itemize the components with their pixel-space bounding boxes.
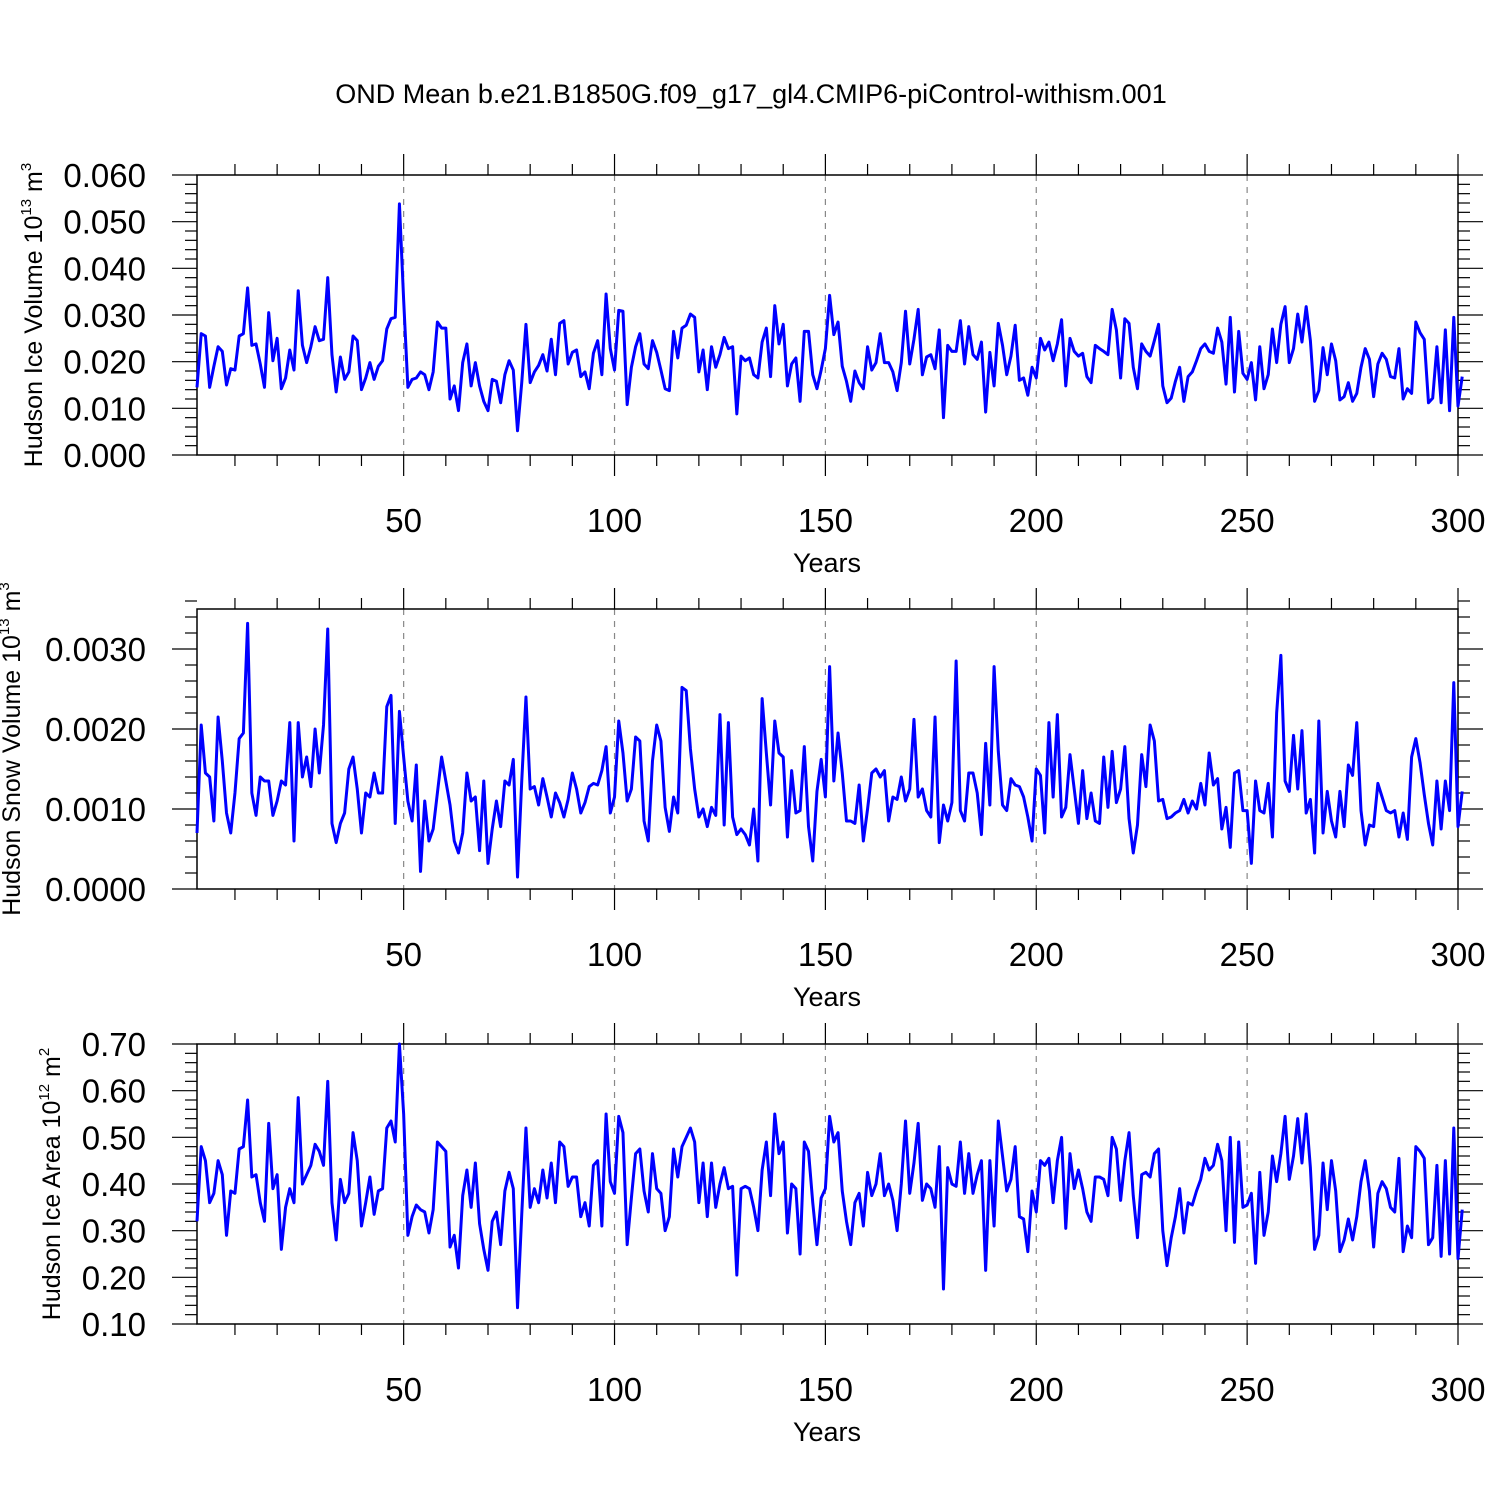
y-tick-label: 0.60 <box>82 1073 146 1110</box>
x-tick-label: 150 <box>798 502 853 539</box>
y-tick-label: 0.40 <box>82 1166 146 1203</box>
x-tick-label: 250 <box>1220 502 1275 539</box>
panel-ice-area: 0.10 0.20 0.30 0.40 0.50 0.60 0.70 50 100 150 200… <box>36 1023 1486 1447</box>
panel-ice-volume-ytick-labels: 0.000 0.010 0.020 0.030 0.040 0.050 0.060 <box>63 157 146 474</box>
y-tick-label: 0.20 <box>82 1259 146 1296</box>
y-tick-label: 0.010 <box>63 390 146 427</box>
x-tick-label: 250 <box>1220 936 1275 973</box>
y-tick-label: 0.0020 <box>45 711 146 748</box>
panel-snow-volume-frame <box>196 608 1459 890</box>
y-tick-label: 0.50 <box>82 1119 146 1156</box>
panel-ice-volume-frame <box>196 174 1459 456</box>
y-tick-label: 0.050 <box>63 204 146 241</box>
x-tick-label: 300 <box>1430 1371 1485 1408</box>
x-tick-label: 150 <box>798 1371 853 1408</box>
x-tick-label: 200 <box>1009 936 1064 973</box>
panel-ice-area-ylabel: Hudson Ice Area 1012 m2 <box>36 1048 66 1320</box>
x-tick-label: 250 <box>1220 1371 1275 1408</box>
y-tick-label: 0.030 <box>63 297 146 334</box>
x-tick-label: 50 <box>385 502 422 539</box>
panel-snow-volume-line <box>195 621 1464 879</box>
y-tick-label: 0.0030 <box>45 631 146 668</box>
panel-ice-area-line <box>195 1042 1464 1310</box>
panel-ice-area-grid <box>403 1044 1248 1324</box>
x-tick-label: 100 <box>587 936 642 973</box>
panel-ice-area-xlabel: Years <box>793 1417 861 1447</box>
panel-snow-volume: 0.0000 0.0010 0.0020 0.0030 50 100 150 200 250 3… <box>0 582 1486 1012</box>
panel-ice-volume-grid <box>403 175 1248 455</box>
y-tick-label: 0.040 <box>63 250 146 287</box>
x-tick-label: 300 <box>1430 936 1485 973</box>
y-tick-label: 0.0000 <box>45 871 146 908</box>
y-tick-label: 0.020 <box>63 344 146 381</box>
panel-ice-area-ytick-labels: 0.10 0.20 0.30 0.40 0.50 0.60 0.70 <box>82 1026 146 1343</box>
x-tick-label: 100 <box>587 502 642 539</box>
y-tick-label: 0.0010 <box>45 791 146 828</box>
panel-ice-volume: 0.000 0.010 0.020 0.030 0.040 0.050 0.060 50 10… <box>18 154 1486 578</box>
panel-ice-volume-line <box>195 202 1464 433</box>
y-tick-label: 0.30 <box>82 1213 146 1250</box>
y-tick-label: 0.060 <box>63 157 146 194</box>
panel-ice-area-ticks <box>172 1023 1483 1345</box>
y-tick-label: 0.70 <box>82 1026 146 1063</box>
figure-title: OND Mean b.e21.B1850G.f09_g17_gl4.CMIP6-… <box>335 79 1166 109</box>
panel-ice-volume-ylabel: Hudson Ice Volume 1013 m3 <box>18 163 48 467</box>
panel-snow-volume-xtick-labels: 50 100 150 200 250 300 <box>385 936 1485 973</box>
panel-ice-volume-ticks <box>172 154 1483 476</box>
panel-ice-area-xtick-labels: 50 100 150 200 250 300 <box>385 1371 1485 1408</box>
x-tick-label: 200 <box>1009 502 1064 539</box>
x-tick-label: 150 <box>798 936 853 973</box>
panel-snow-volume-grid <box>403 609 1248 889</box>
panel-snow-volume-ytick-labels: 0.0000 0.0010 0.0020 0.0030 <box>45 631 146 908</box>
panel-ice-volume-xtick-labels: 50 100 150 200 250 300 <box>385 502 1485 539</box>
x-tick-label: 100 <box>587 1371 642 1408</box>
x-tick-label: 50 <box>385 1371 422 1408</box>
panel-ice-area-frame <box>196 1043 1459 1325</box>
x-tick-label: 200 <box>1009 1371 1064 1408</box>
y-tick-label: 0.10 <box>82 1306 146 1343</box>
panel-snow-volume-ticks <box>172 588 1483 910</box>
panel-snow-volume-xlabel: Years <box>793 982 861 1012</box>
panel-snow-volume-ylabel: Hudson Snow Volume 1013 m3 <box>0 582 26 916</box>
panel-ice-volume-xlabel: Years <box>793 548 861 578</box>
x-tick-label: 300 <box>1430 502 1485 539</box>
y-tick-label: 0.000 <box>63 437 146 474</box>
x-tick-label: 50 <box>385 936 422 973</box>
